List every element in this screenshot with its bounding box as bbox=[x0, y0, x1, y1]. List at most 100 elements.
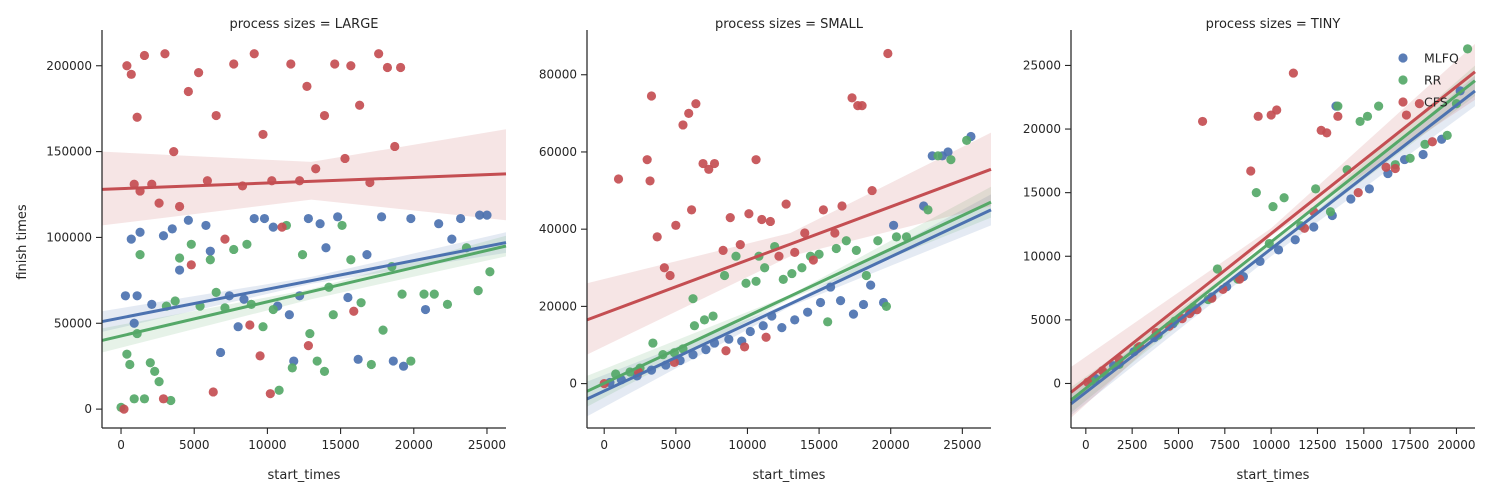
data-point-cfs bbox=[139, 50, 150, 61]
data-point-rr bbox=[760, 263, 770, 273]
data-point-rr bbox=[689, 321, 700, 331]
data-point-cfs bbox=[355, 100, 365, 110]
data-point-cfs bbox=[751, 155, 761, 165]
data-point-rr bbox=[268, 304, 278, 315]
data-point-mlfq bbox=[205, 246, 215, 256]
data-point-cfs bbox=[735, 240, 745, 250]
data-point-cfs bbox=[678, 120, 688, 130]
data-point-rr bbox=[305, 328, 315, 339]
data-point-cfs bbox=[671, 220, 681, 230]
x-tick-label: 5000 bbox=[179, 438, 210, 452]
data-point-cfs bbox=[1401, 110, 1412, 120]
data-point-rr bbox=[1420, 139, 1430, 149]
y-tick-label: 0 bbox=[84, 402, 92, 416]
data-point-cfs bbox=[169, 146, 179, 157]
x-tick-label: 15000 bbox=[1345, 438, 1383, 452]
data-point-mlfq bbox=[376, 212, 387, 222]
data-point-mlfq bbox=[790, 315, 800, 325]
data-point-cfs bbox=[1333, 111, 1343, 121]
data-point-rr bbox=[751, 276, 761, 286]
data-point-cfs bbox=[757, 214, 767, 225]
data-point-cfs bbox=[613, 174, 624, 184]
x-tick-label: 0 bbox=[600, 438, 608, 452]
data-point-cfs bbox=[781, 199, 791, 209]
data-point-cfs bbox=[340, 153, 350, 164]
legend-marker-cfs bbox=[1398, 97, 1408, 107]
regression-line-mlfq bbox=[586, 208, 992, 401]
data-point-cfs bbox=[160, 49, 170, 59]
data-point-mlfq bbox=[858, 299, 869, 310]
legend: MLFQ RR CFS bbox=[1398, 51, 1459, 110]
data-point-rr bbox=[229, 244, 239, 255]
data-point-mlfq bbox=[1309, 222, 1319, 232]
data-point-cfs bbox=[183, 86, 193, 97]
data-point-rr bbox=[1362, 111, 1373, 121]
data-point-cfs bbox=[646, 91, 657, 101]
data-point-rr bbox=[731, 251, 741, 261]
x-tick-label: 20000 bbox=[1437, 438, 1475, 452]
data-point-cfs bbox=[725, 212, 735, 223]
plot-area-tiny bbox=[1070, 43, 1476, 418]
data-point-mlfq bbox=[803, 307, 813, 317]
data-point-cfs bbox=[1353, 188, 1363, 198]
data-point-cfs bbox=[396, 62, 406, 73]
data-point-rr bbox=[946, 155, 956, 165]
plot-area-small bbox=[586, 48, 992, 417]
data-point-mlfq bbox=[724, 334, 734, 344]
regression-line-mlfq bbox=[101, 241, 507, 324]
data-point-mlfq bbox=[147, 299, 157, 309]
data-point-rr bbox=[166, 395, 176, 406]
data-point-cfs bbox=[718, 245, 728, 256]
data-point-cfs bbox=[1288, 68, 1298, 78]
data-point-mlfq bbox=[303, 213, 313, 224]
y-tick-label: 0 bbox=[1053, 376, 1061, 390]
data-point-mlfq bbox=[398, 361, 409, 371]
data-point-mlfq bbox=[215, 347, 226, 358]
data-point-rr bbox=[1311, 184, 1321, 194]
data-point-mlfq bbox=[777, 323, 787, 333]
data-point-cfs bbox=[883, 48, 893, 59]
regression-line-cfs bbox=[1070, 70, 1476, 394]
y-tick-label: 80000 bbox=[539, 68, 577, 82]
y-tick-label: 0 bbox=[569, 377, 577, 391]
data-point-mlfq bbox=[434, 219, 444, 229]
data-point-mlfq bbox=[284, 310, 294, 320]
data-point-rr bbox=[356, 298, 366, 308]
data-point-mlfq bbox=[1346, 194, 1356, 204]
data-point-cfs bbox=[255, 351, 265, 361]
data-point-rr bbox=[1442, 130, 1452, 141]
data-point-mlfq bbox=[321, 243, 331, 253]
y-tick-label: 20000 bbox=[1023, 122, 1061, 136]
data-point-rr bbox=[1325, 207, 1336, 217]
data-point-rr bbox=[1279, 193, 1289, 203]
data-point-cfs bbox=[245, 320, 255, 330]
x-tick-label: 10000 bbox=[728, 438, 766, 452]
data-point-cfs bbox=[126, 69, 136, 79]
confidence-band-mlfq bbox=[1071, 75, 1475, 416]
data-point-rr bbox=[831, 243, 841, 254]
data-point-rr bbox=[174, 253, 185, 263]
panel-tiny-title: process sizes = TINY bbox=[1206, 17, 1341, 32]
data-point-cfs bbox=[211, 110, 221, 121]
data-point-mlfq bbox=[120, 291, 131, 301]
data-point-cfs bbox=[311, 164, 321, 174]
data-point-rr bbox=[473, 286, 483, 296]
x-tick-label: 5000 bbox=[1163, 438, 1194, 452]
data-point-cfs bbox=[129, 179, 139, 189]
y-tick-label: 200000 bbox=[46, 59, 92, 73]
data-point-rr bbox=[319, 366, 330, 376]
data-point-rr bbox=[135, 250, 145, 260]
data-point-cfs bbox=[830, 228, 840, 238]
data-point-rr bbox=[406, 356, 416, 366]
data-point-mlfq bbox=[132, 291, 142, 301]
data-point-mlfq bbox=[233, 322, 243, 332]
y-tick-label: 20000 bbox=[539, 299, 577, 313]
data-point-mlfq bbox=[866, 280, 876, 290]
data-point-rr bbox=[378, 325, 388, 335]
y-tick-label: 50000 bbox=[54, 316, 92, 330]
data-point-cfs bbox=[349, 306, 359, 316]
data-point-rr bbox=[274, 385, 284, 395]
data-point-cfs bbox=[847, 93, 857, 103]
data-point-rr bbox=[242, 239, 252, 249]
data-point-rr bbox=[841, 236, 851, 246]
